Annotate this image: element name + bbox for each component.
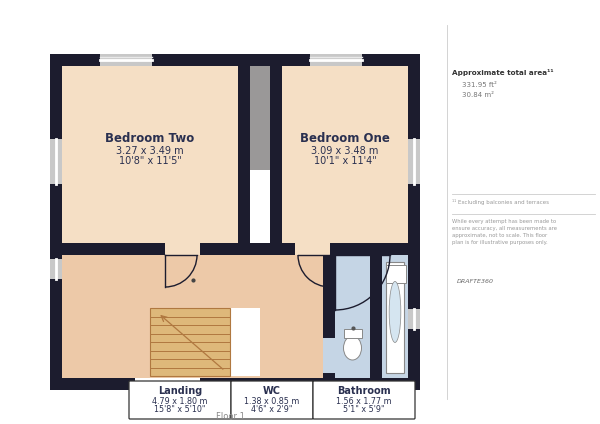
Bar [62, 243, 408, 255]
Ellipse shape [343, 336, 361, 360]
Bar [270, 66, 282, 255]
Bar [295, 243, 330, 255]
Bar [310, 54, 362, 66]
Text: Landing: Landing [158, 386, 202, 396]
Bar [408, 139, 420, 184]
Text: 1.38 x 0.85 m: 1.38 x 0.85 m [244, 396, 299, 405]
Bar [50, 378, 420, 390]
Text: 4'6" x 2'9": 4'6" x 2'9" [251, 405, 293, 415]
FancyBboxPatch shape [313, 381, 415, 419]
Text: 3.09 x 3.48 m: 3.09 x 3.48 m [311, 145, 379, 156]
Bar [408, 309, 420, 329]
FancyBboxPatch shape [231, 381, 313, 419]
Bar [150, 308, 230, 376]
Text: Floor 1: Floor 1 [215, 412, 244, 421]
Bar [323, 338, 335, 373]
Bar [230, 308, 260, 376]
Text: 5'1" x 5'9": 5'1" x 5'9" [343, 405, 385, 415]
Text: Bedroom One: Bedroom One [300, 132, 390, 145]
Text: 10'8" x 11'5": 10'8" x 11'5" [119, 156, 181, 167]
Bar [408, 54, 420, 390]
Text: 10'1" x 11'4": 10'1" x 11'4" [314, 156, 376, 167]
Bar [50, 139, 62, 184]
Bar [323, 255, 335, 378]
Bar [250, 66, 270, 170]
Text: WC: WC [263, 386, 281, 396]
Text: ¹¹ Excluding balconies and terraces: ¹¹ Excluding balconies and terraces [452, 199, 549, 205]
Text: 15'8" x 5'10": 15'8" x 5'10" [154, 405, 206, 415]
Bar [50, 259, 62, 279]
Text: 4.79 x 1.80 m: 4.79 x 1.80 m [152, 396, 208, 405]
Bar [50, 54, 62, 390]
Bar [386, 262, 404, 373]
Text: Approximate total area¹¹: Approximate total area¹¹ [452, 69, 554, 76]
Text: DRAFTE360: DRAFTE360 [457, 279, 494, 284]
Bar [370, 255, 382, 378]
Text: 3.27 x 3.49 m: 3.27 x 3.49 m [116, 145, 184, 156]
Bar [335, 255, 408, 378]
Bar [343, 329, 361, 338]
FancyBboxPatch shape [129, 381, 231, 419]
Bar [62, 66, 238, 243]
Text: 331.95 ft²: 331.95 ft² [462, 82, 497, 88]
Text: Bathroom: Bathroom [337, 386, 391, 396]
Bar [165, 243, 200, 255]
Bar [62, 255, 323, 378]
Text: 1.56 x 1.77 m: 1.56 x 1.77 m [336, 396, 392, 405]
Bar [100, 54, 152, 66]
Bar [238, 66, 250, 255]
Text: Bedroom Two: Bedroom Two [106, 132, 194, 145]
Bar [50, 54, 420, 66]
Ellipse shape [389, 282, 401, 343]
Text: While every attempt has been made to
ensure accuracy, all measurements are
appro: While every attempt has been made to ens… [452, 219, 557, 245]
Bar [282, 66, 408, 243]
Bar [386, 265, 406, 283]
Text: 30.84 m²: 30.84 m² [462, 92, 494, 98]
Bar [135, 378, 200, 390]
